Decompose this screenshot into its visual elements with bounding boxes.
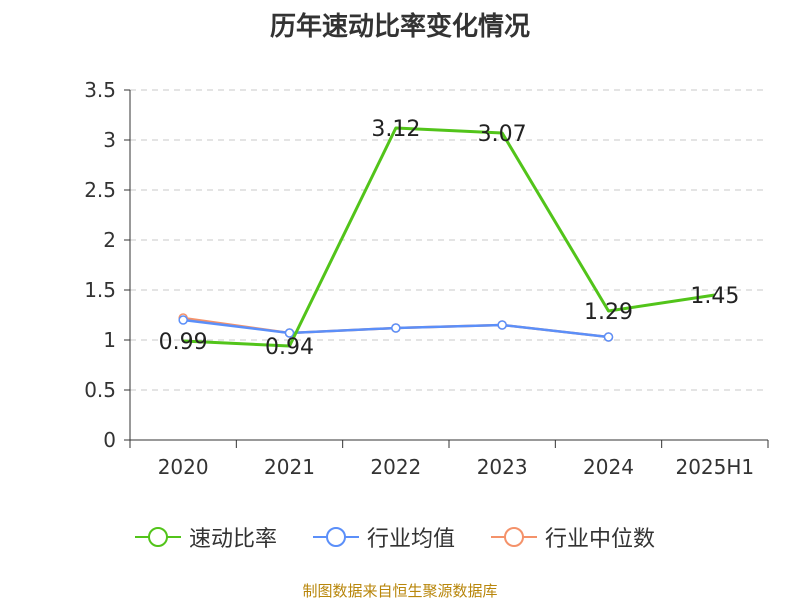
y-tick-label: 2.5 [84,178,116,202]
legend: 速动比率 行业均值 行业中位数 [0,522,800,552]
x-tick-label: 2023 [477,455,528,479]
series-industry-mean-point [284,328,295,338]
series-industry-mean-point [497,320,507,330]
data-label: 3.12 [371,117,420,142]
y-tick-label: 1.5 [84,278,116,302]
legend-item-industry-mean[interactable]: 行业均值 [311,522,455,552]
y-tick-label: 0.5 [84,378,116,402]
legend-marker-industry-mean [313,527,359,547]
y-tick-label: 0 [103,428,116,452]
data-label: 3.07 [478,122,527,147]
y-tick-label: 3 [103,128,116,152]
legend-marker-industry-median [491,527,537,547]
y-tick-label: 3.5 [84,78,116,102]
legend-label-industry-median: 行业中位数 [545,527,656,552]
x-tick-label: 2021 [264,455,315,479]
legend-marker-quick-ratio [135,527,181,547]
legend-label-quick-ratio: 速动比率 [189,527,278,552]
chart-title: 历年速动比率变化情况 [269,12,530,42]
data-label: 1.45 [690,284,739,309]
x-tick-label: 2020 [158,455,209,479]
series-industry-mean-point [178,315,188,325]
series-quick-ratio-line [183,126,716,348]
series-industry-mean-point [391,323,401,333]
y-tick-label: 2 [103,228,116,252]
data-label: 0.99 [159,330,208,355]
legend-item-industry-median[interactable]: 行业中位数 [489,522,655,552]
x-tick-label: 2024 [583,455,634,479]
x-tick-label: 2025H1 [675,455,754,479]
series-industry-mean-point [603,332,614,342]
data-label: 0.94 [265,335,314,360]
data-label: 1.29 [584,300,633,325]
x-tick-label: 2022 [370,455,421,479]
source-note: 制图数据来自恒生聚源数据库 [302,582,498,600]
y-tick-label: 1 [103,328,116,352]
legend-item-quick-ratio[interactable]: 速动比率 [133,522,277,552]
legend-label-industry-mean: 行业均值 [367,527,456,552]
